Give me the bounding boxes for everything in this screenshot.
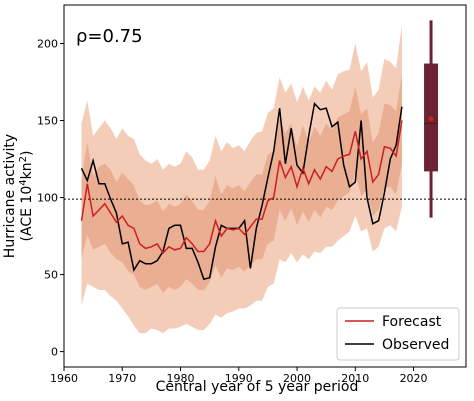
x-tick-label: 1970 bbox=[108, 372, 136, 385]
plot-area bbox=[64, 20, 466, 334]
legend-label-observed: Observed bbox=[382, 337, 449, 353]
x-axis: 1960 1970 1980 1990 2000 2010 2020 bbox=[50, 367, 428, 385]
x-tick-label: 2000 bbox=[283, 372, 311, 385]
y-axis-label: Hurricane activity (ACE 104kn2) bbox=[2, 134, 35, 258]
band-inner bbox=[81, 74, 402, 294]
series-line-forecast bbox=[80, 120, 403, 255]
boxplot-mean bbox=[428, 116, 434, 122]
boxplot bbox=[424, 20, 439, 218]
x-tick-label: 2010 bbox=[341, 372, 369, 385]
y-axis-label-line2: (ACE 104kn2) bbox=[18, 151, 35, 242]
x-tick-label: 1960 bbox=[50, 372, 78, 385]
x-axis-label: Central year of 5 year period bbox=[156, 379, 359, 395]
legend-label-forecast: Forecast bbox=[382, 314, 442, 330]
y-tick-label: 200 bbox=[37, 38, 58, 51]
y-tick-label: 50 bbox=[44, 269, 58, 282]
rho-annotation: ρ=0.75 bbox=[76, 26, 143, 47]
x-tick-label: 2020 bbox=[400, 372, 428, 385]
series-line-observed bbox=[80, 102, 403, 281]
plot-frame bbox=[63, 4, 467, 368]
y-axis-label-line1: Hurricane activity bbox=[2, 134, 18, 258]
y-tick-label: 150 bbox=[37, 115, 58, 128]
band-outer bbox=[81, 25, 402, 334]
x-tick-label: 1980 bbox=[167, 372, 195, 385]
x-tick-label: 1990 bbox=[225, 372, 253, 385]
y-tick-label: 100 bbox=[37, 192, 58, 205]
y-tick-label: 0 bbox=[51, 346, 58, 359]
legend: Forecast Observed bbox=[336, 307, 460, 361]
y-axis: 0 50 100 150 200 bbox=[37, 38, 64, 359]
